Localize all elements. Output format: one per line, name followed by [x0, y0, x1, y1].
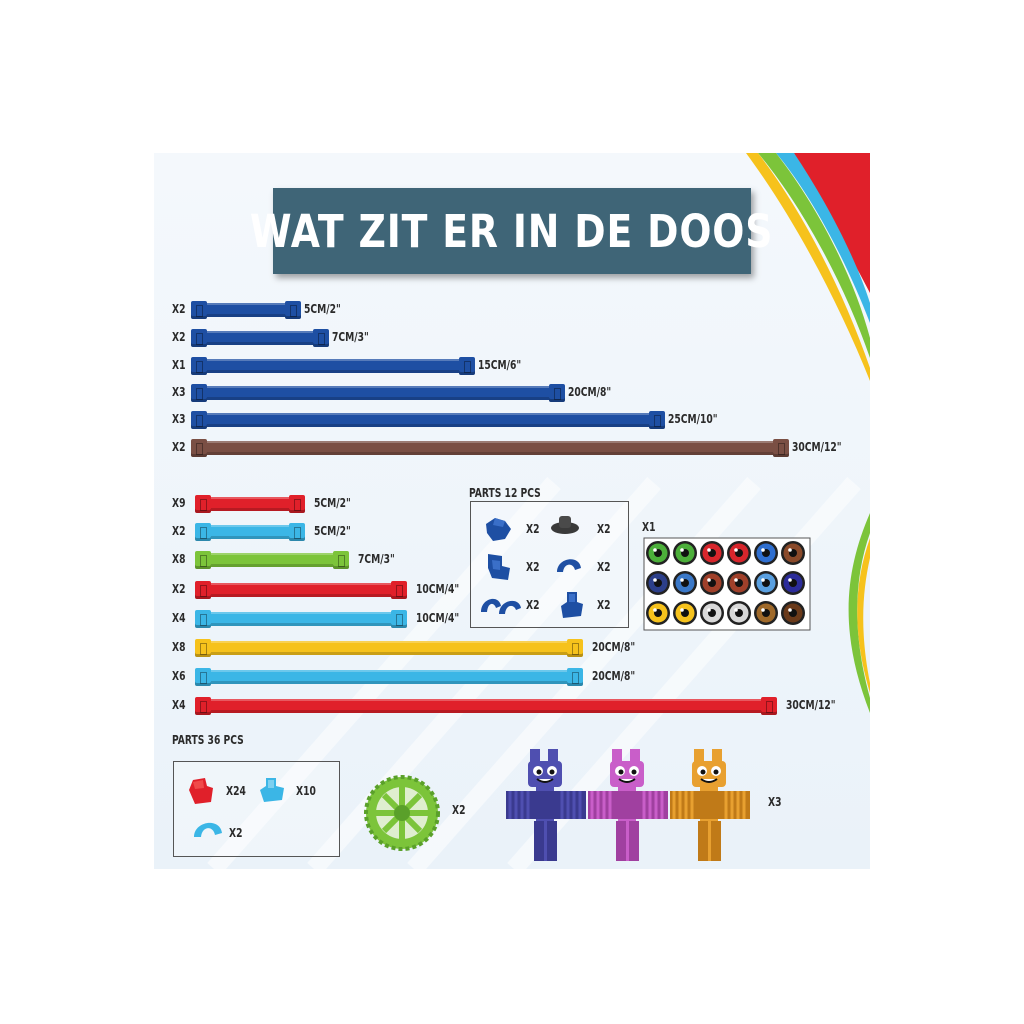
wheel-qty: X2: [452, 803, 466, 817]
strip-dark_blue: [191, 411, 665, 429]
parts12-qty: X2: [526, 598, 540, 612]
eye-stickers-icon: [643, 537, 811, 631]
strip-dark_blue: [191, 301, 301, 319]
strip-qty: X6: [172, 669, 186, 683]
strip-length: 10CM/4": [416, 611, 460, 625]
strip-length: 5CM/2": [314, 524, 351, 538]
parts12-qty: X2: [526, 522, 540, 536]
strip-length: 20CM/8": [592, 669, 636, 683]
parts36-qty: X24: [226, 784, 246, 798]
strip-length: 25CM/10": [668, 412, 718, 426]
strip-qty: X8: [172, 552, 186, 566]
strip-length: 20CM/8": [568, 385, 612, 399]
strip-length: 10CM/4": [416, 582, 460, 596]
parts36-qty: X2: [229, 826, 243, 840]
strip-red: [195, 697, 777, 715]
strip-yellow: [195, 639, 583, 657]
blue-corner-connector-icon: [488, 554, 510, 580]
strip-brown: [191, 439, 789, 457]
parts12-label: PARTS 12 PCS: [469, 486, 541, 500]
strip-length: 15CM/6": [478, 358, 522, 372]
strip-green: [195, 551, 349, 569]
blue-hook-icon: [557, 559, 581, 572]
blue-joint-icon: [561, 592, 583, 618]
strip-length: 7CM/3": [332, 330, 369, 344]
strip-qty: X2: [172, 330, 186, 344]
strip-red: [195, 495, 305, 513]
strip-length: 30CM/12": [792, 440, 842, 454]
strip-dark_blue: [191, 329, 329, 347]
strip-dark_blue: [191, 357, 475, 375]
parts36-label: PARTS 36 PCS: [172, 733, 244, 747]
parts36-box: X24 X10 X2: [173, 761, 340, 857]
strip-length: 30CM/12": [786, 698, 836, 712]
strip-dark_blue: [191, 384, 565, 402]
strip-qty: X4: [172, 698, 186, 712]
parts12-qty: X2: [597, 598, 611, 612]
strip-qty: X2: [172, 582, 186, 596]
light-blue-connector-icon: [260, 778, 284, 802]
page-title: WAT ZIT ER IN DE DOOS: [250, 204, 774, 258]
parts12-qty: X2: [597, 560, 611, 574]
parts12-box: X2 X2 X2 X2 X2 X2: [470, 501, 629, 628]
strip-qty: X2: [172, 524, 186, 538]
strip-length: 7CM/3": [358, 552, 395, 566]
strip-qty: X9: [172, 496, 186, 510]
eyes-qty: X1: [642, 520, 656, 534]
blue-connector-icon: [486, 518, 511, 541]
strip-light_blue: [195, 668, 583, 686]
figures-qty: X3: [768, 795, 782, 809]
strip-qty: X3: [172, 412, 186, 426]
strip-qty: X1: [172, 358, 186, 372]
content-panel: WAT ZIT ER IN DE DOOS X2 5CM/2" X2 7CM/3" X1…: [154, 153, 870, 869]
gray-base-icon: [551, 516, 579, 534]
strip-qty: X2: [172, 302, 186, 316]
blue-double-hook-icon: [481, 598, 521, 614]
strip-red: [195, 581, 407, 599]
strip-light_blue: [195, 523, 305, 541]
light-blue-hook-icon: [194, 822, 222, 837]
orange-figure-icon: [670, 743, 752, 867]
red-connector-icon: [189, 778, 213, 804]
strip-qty: X4: [172, 611, 186, 625]
strip-qty: X2: [172, 440, 186, 454]
strip-light_blue: [195, 610, 407, 628]
strip-length: 5CM/2": [314, 496, 351, 510]
strip-qty: X8: [172, 640, 186, 654]
title-banner: WAT ZIT ER IN DE DOOS: [250, 188, 773, 274]
purple-figure-icon: [506, 743, 588, 867]
strip-length: 5CM/2": [304, 302, 341, 316]
parts36-qty: X10: [296, 784, 316, 798]
strip-qty: X3: [172, 385, 186, 399]
strip-length: 20CM/8": [592, 640, 636, 654]
parts12-qty: X2: [597, 522, 611, 536]
parts12-qty: X2: [526, 560, 540, 574]
green-wheel-icon: [364, 775, 440, 851]
pink-figure-icon: [588, 743, 670, 867]
